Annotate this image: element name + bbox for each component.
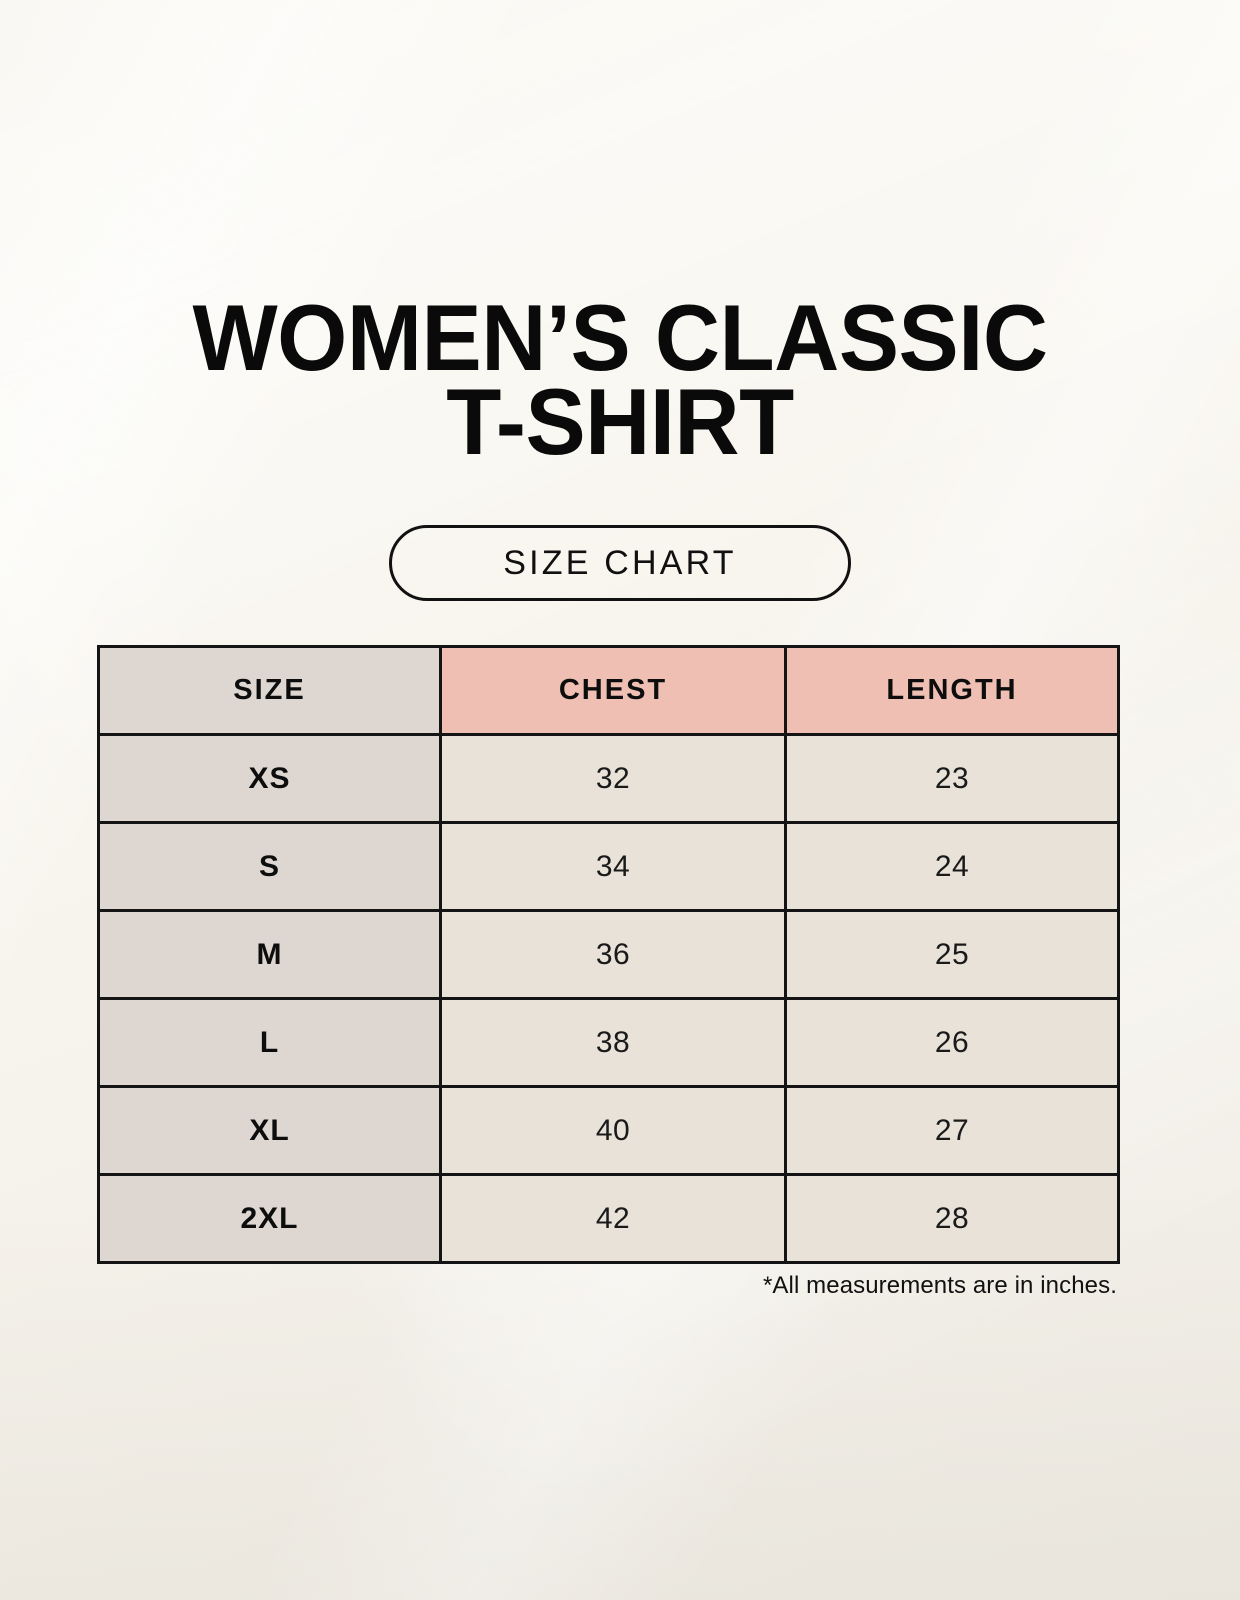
size-table: SIZE CHEST LENGTH XS 32 23 S <box>97 645 1120 1264</box>
cell-chest-value: 34 <box>595 849 631 883</box>
size-table-body: XS 32 23 S 34 24 M 36 25 L 38 26 <box>97 733 1120 1264</box>
cell-chest-value: 36 <box>595 937 631 971</box>
page-title-line-1: WOMEN’S CLASSIC <box>192 285 1048 390</box>
column-header-chest-label: CHEST <box>558 674 668 706</box>
cell-length: 26 <box>784 997 1120 1088</box>
cell-length-value: 25 <box>934 937 970 971</box>
cell-chest-value: 40 <box>595 1113 631 1147</box>
cell-length-value: 28 <box>934 1201 970 1235</box>
cell-length: 25 <box>784 909 1120 1000</box>
size-chart-badge-label: SIZE CHART <box>503 544 737 582</box>
column-header-length: LENGTH <box>784 645 1120 736</box>
measurements-footnote: *All measurements are in inches. <box>762 1272 1117 1299</box>
cell-size-value: XL <box>249 1113 290 1147</box>
cell-size: M <box>97 909 442 1000</box>
table-row: S 34 24 <box>97 821 1120 912</box>
table-row: XS 32 23 <box>97 733 1120 824</box>
cell-chest-value: 42 <box>595 1201 631 1235</box>
cell-chest: 32 <box>439 733 787 824</box>
cell-length-value: 27 <box>934 1113 970 1147</box>
cell-chest: 34 <box>439 821 787 912</box>
cell-length: 28 <box>784 1173 1120 1264</box>
cell-chest: 38 <box>439 997 787 1088</box>
cell-size: L <box>97 997 442 1088</box>
table-row: M 36 25 <box>97 909 1120 1000</box>
table-row: L 38 26 <box>97 997 1120 1088</box>
cell-length: 24 <box>784 821 1120 912</box>
column-header-size: SIZE <box>97 645 442 736</box>
cell-chest-value: 32 <box>595 761 631 795</box>
cell-size: XS <box>97 733 442 824</box>
cell-length-value: 24 <box>934 849 970 883</box>
table-row: XL 40 27 <box>97 1085 1120 1176</box>
cell-size-value: S <box>258 849 280 883</box>
cell-size: S <box>97 821 442 912</box>
cell-chest: 42 <box>439 1173 787 1264</box>
size-chart-badge-row: SIZE CHART <box>0 525 1240 601</box>
table-row: 2XL 42 28 <box>97 1173 1120 1264</box>
cell-chest: 36 <box>439 909 787 1000</box>
size-chart-badge: SIZE CHART <box>389 525 851 601</box>
cell-size-value: XS <box>248 761 291 795</box>
page-title-line-2: T-SHIRT <box>446 369 794 474</box>
table-header-row: SIZE CHEST LENGTH <box>97 645 1120 736</box>
column-header-size-label: SIZE <box>233 674 306 706</box>
cell-length: 23 <box>784 733 1120 824</box>
cell-chest: 40 <box>439 1085 787 1176</box>
page-title: WOMEN’S CLASSIC T-SHIRT <box>0 285 1240 474</box>
column-header-length-label: LENGTH <box>886 674 1018 706</box>
cell-length: 27 <box>784 1085 1120 1176</box>
column-header-chest: CHEST <box>439 645 787 736</box>
cell-size-value: 2XL <box>240 1201 299 1235</box>
cell-size: XL <box>97 1085 442 1176</box>
cell-size: 2XL <box>97 1173 442 1264</box>
size-table-container: SIZE CHEST LENGTH XS 32 23 S <box>97 645 1120 1264</box>
cell-length-value: 23 <box>934 761 970 795</box>
size-table-header: SIZE CHEST LENGTH <box>97 645 1120 736</box>
cell-length-value: 26 <box>934 1025 970 1059</box>
cell-size-value: L <box>259 1025 280 1059</box>
cell-chest-value: 38 <box>595 1025 631 1059</box>
cell-size-value: M <box>256 937 283 971</box>
